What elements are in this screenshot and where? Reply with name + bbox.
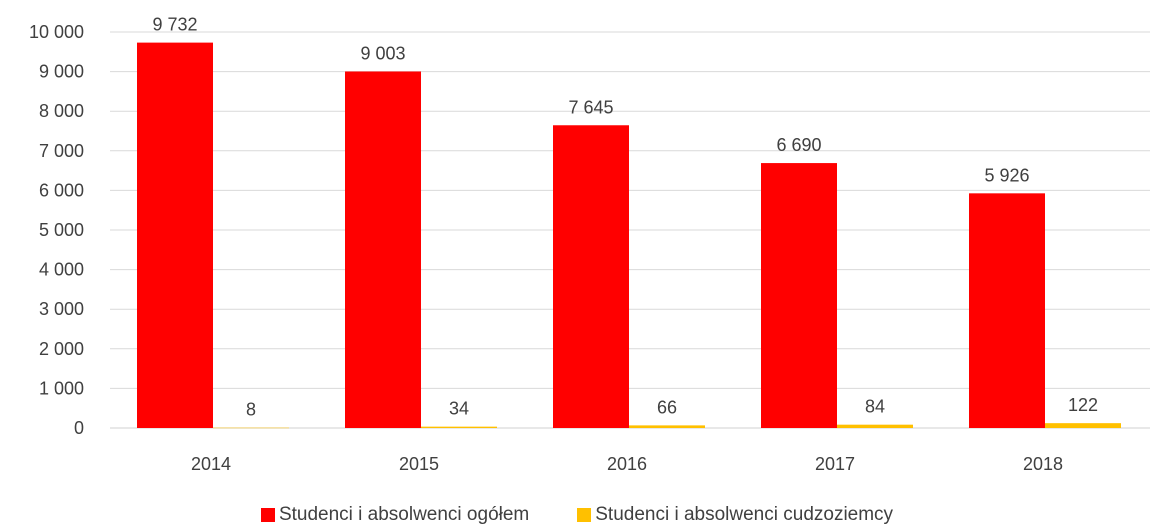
bar [761,163,837,429]
y-tick-label: 3 000 [39,299,84,319]
x-tick-label: 2014 [191,454,231,474]
bar [629,425,705,428]
data-label: 5 926 [984,165,1029,185]
y-tick-label: 8 000 [39,101,84,121]
data-label: 9 732 [152,15,197,35]
y-tick-label: 9 000 [39,62,84,82]
data-label: 9 003 [360,43,405,63]
data-label: 84 [865,397,885,417]
x-tick-label: 2017 [815,454,855,474]
data-label: 66 [657,397,677,417]
legend-item-cudzoziemcy: Studenci i absolwenci cudzoziemcy [577,504,893,526]
x-tick-label: 2015 [399,454,439,474]
bar [1045,423,1121,428]
x-tick-label: 2016 [607,454,647,474]
bar [421,426,497,428]
bar [969,193,1045,428]
legend-label-cudzoziemcy: Studenci i absolwenci cudzoziemcy [595,504,894,525]
legend-label-ogolem: Studenci i absolwenci ogółem [278,504,530,525]
legend-item-ogolem: Studenci i absolwenci ogółem [260,504,530,526]
bar [553,125,629,429]
legend-swatch-cudzoziemcy [577,508,592,522]
legend: Studenci i absolwenci ogółem Studenci i … [0,503,1154,527]
y-tick-label: 6 000 [39,180,84,200]
bar [837,424,913,428]
y-tick-label: 4 000 [39,260,84,280]
bar-chart: 0 1 000 2 000 3 000 4 000 5 000 6 000 7 000 8 00… [29,15,1150,474]
y-tick-label: 5 000 [39,220,84,240]
data-label: 122 [1068,395,1098,415]
data-label: 8 [246,400,256,420]
y-tick-label: 7 000 [39,141,84,161]
legend-swatch-ogolem [260,508,275,522]
bar [345,71,421,428]
y-tick-label: 1 000 [39,378,84,398]
y-tick-label: 0 [74,418,84,438]
data-label: 34 [449,399,469,419]
bar [137,42,213,429]
y-tick-label: 2 000 [39,339,84,359]
y-tick-label: 10 000 [29,22,84,42]
x-tick-label: 2018 [1023,454,1063,474]
bar [213,427,289,429]
data-label: 6 690 [776,135,821,155]
data-label: 7 645 [568,97,613,117]
